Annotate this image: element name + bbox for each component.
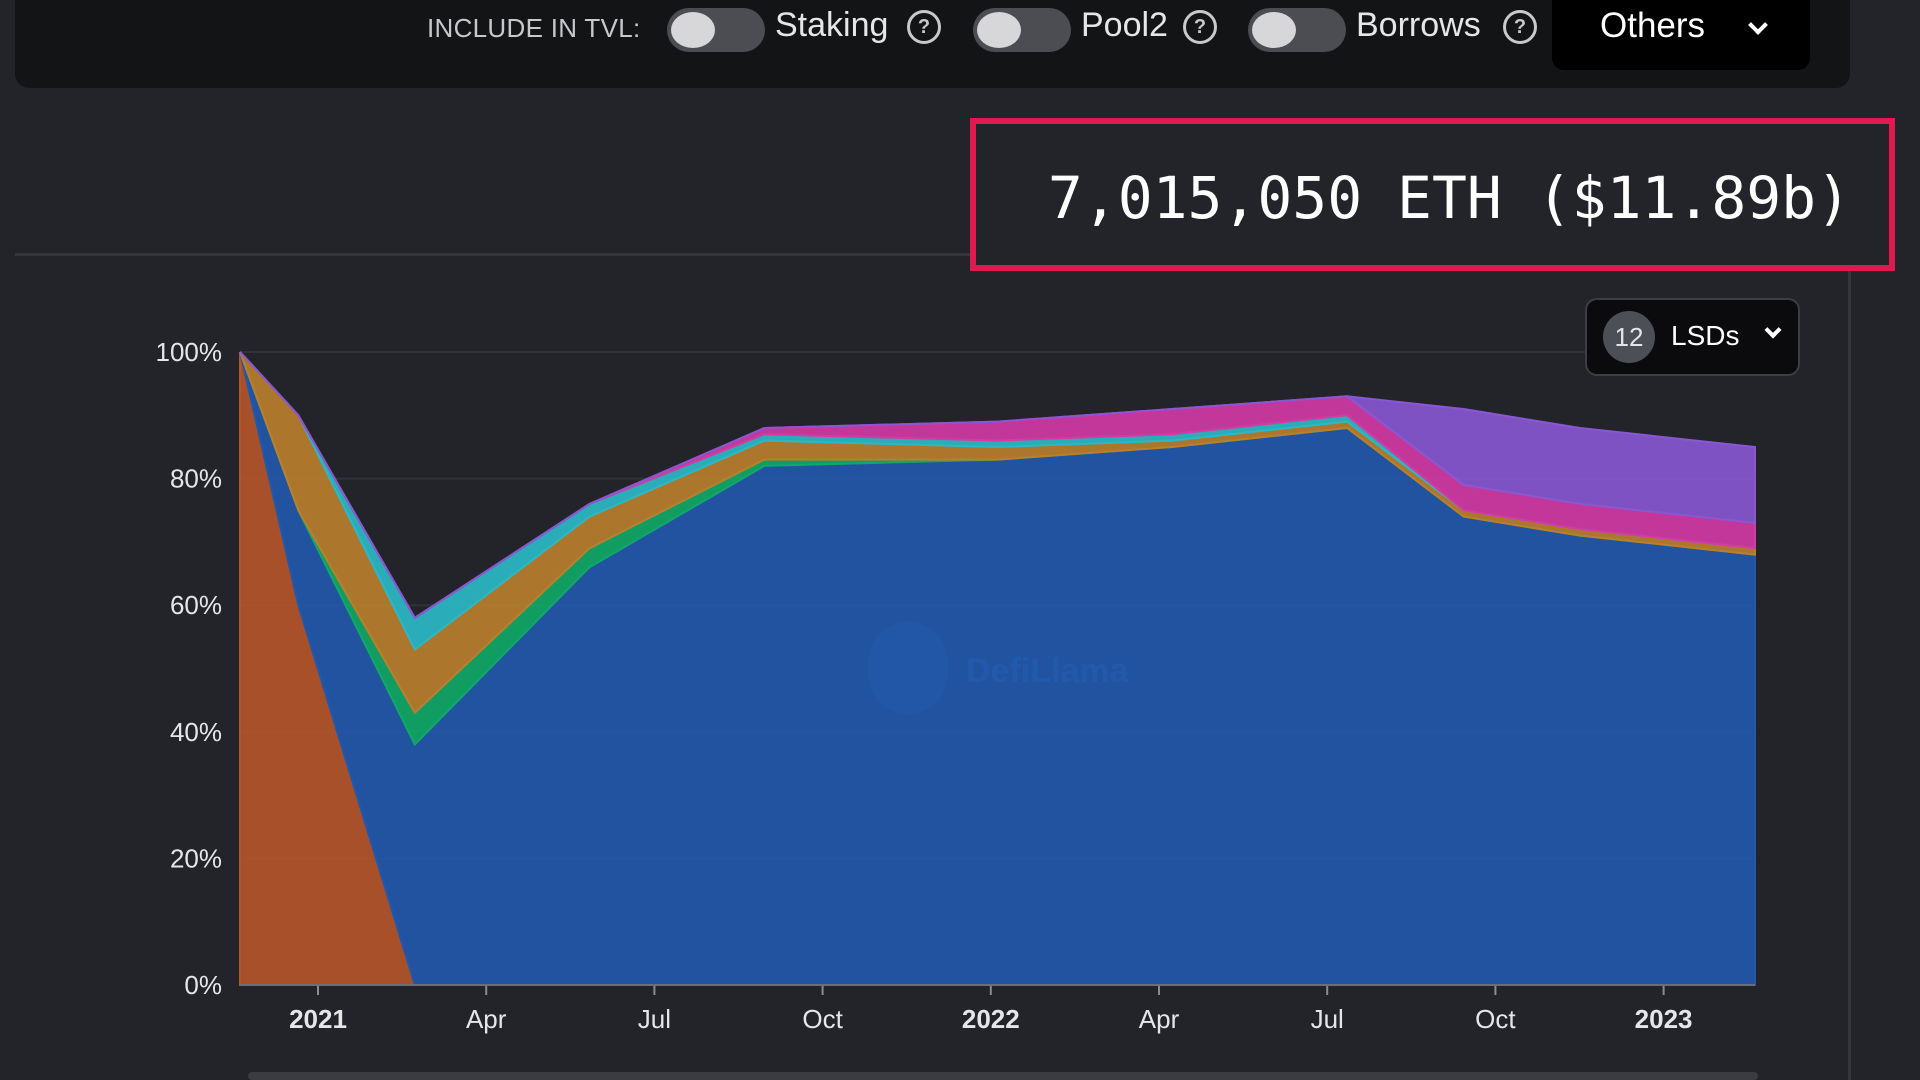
lsd-selector-label: LSDs: [1671, 320, 1740, 351]
series-area: [239, 351, 1756, 747]
pool2-toggle[interactable]: [973, 8, 1071, 52]
series-area: [239, 351, 1756, 652]
lsd-count-badge: 12: [1603, 311, 1655, 363]
toggle-knob: [671, 12, 715, 48]
borrows-help-icon[interactable]: ?: [1503, 10, 1537, 44]
x-tick-label: Oct: [802, 1004, 843, 1034]
borrows-toggle-label: Borrows: [1356, 6, 1481, 44]
chevron-down-icon: [1748, 15, 1768, 35]
series-area: [239, 351, 1756, 715]
chart-zoom-scrollbar[interactable]: [248, 1072, 1758, 1080]
x-tick-label: Oct: [1475, 1004, 1516, 1034]
chart-x-axis: 2021 Apr Jul Oct 2022 Apr Jul Oct 2023: [240, 984, 1755, 1034]
series-area: [239, 351, 1756, 620]
chart-series-areas: [239, 351, 1756, 986]
chart-gridlines: [240, 351, 1755, 986]
x-tick-label: 2022: [962, 1004, 1020, 1034]
tvl-options-bar: INCLUDE IN TVL: Staking ? Pool2 ? Borrow…: [15, 0, 1850, 88]
tvl-value-highlight: 7,015,050 ETH ($11.89b): [970, 118, 1895, 271]
defillama-watermark: DefiLlama: [868, 622, 1130, 714]
chevron-down-icon: [1764, 321, 1782, 339]
series-area: [239, 351, 1755, 986]
lsd-selector-button[interactable]: 12 LSDs: [1585, 298, 1800, 376]
y-tick-label: 20%: [170, 843, 222, 873]
x-tick-label: Jul: [1311, 1004, 1344, 1034]
borrows-toggle[interactable]: [1248, 8, 1346, 52]
pool2-help-icon[interactable]: ?: [1183, 10, 1217, 44]
staking-toggle-label: Staking: [775, 6, 889, 44]
include-in-tvl-label: INCLUDE IN TVL:: [427, 13, 641, 43]
x-tick-label: 2021: [289, 1004, 347, 1034]
y-tick-label: 100%: [156, 337, 223, 367]
y-tick-label: 0%: [184, 970, 222, 1000]
toggle-knob: [1252, 12, 1296, 48]
others-dropdown-label: Others: [1600, 6, 1706, 45]
tvl-value: 7,015,050 ETH ($11.89b): [1047, 164, 1851, 232]
llama-logo-icon: [868, 622, 948, 714]
pool2-toggle-label: Pool2: [1081, 6, 1168, 44]
chart-y-axis: 0% 20% 40% 60% 80% 100%: [156, 337, 223, 1000]
chart-top-divider: [15, 253, 1850, 256]
y-tick-label: 40%: [170, 717, 222, 747]
x-tick-label: Apr: [1139, 1004, 1180, 1034]
y-tick-label: 60%: [170, 590, 222, 620]
staking-toggle[interactable]: [667, 8, 765, 52]
series-area: [239, 351, 1756, 620]
watermark-text: DefiLlama: [966, 652, 1130, 690]
series-area: [239, 351, 1756, 986]
x-tick-label: Jul: [638, 1004, 671, 1034]
others-dropdown-button[interactable]: Others: [1552, 0, 1810, 70]
y-tick-label: 80%: [170, 464, 222, 494]
x-tick-label: 2023: [1635, 1004, 1693, 1034]
x-tick-label: Apr: [466, 1004, 507, 1034]
toggle-knob: [977, 12, 1021, 48]
staking-help-icon[interactable]: ?: [907, 10, 941, 44]
chart-right-border: [1848, 253, 1851, 1080]
